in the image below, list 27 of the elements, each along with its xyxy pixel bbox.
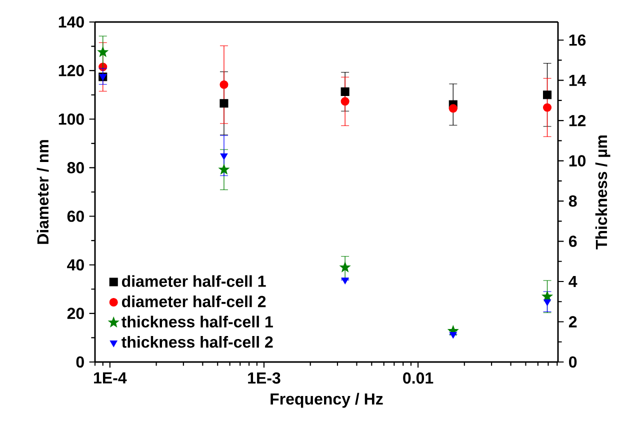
x-tick-label: 1E-3 xyxy=(248,372,280,384)
legend-label: thickness half-cell 2 xyxy=(122,336,273,348)
legend-label: diameter half-cell 1 xyxy=(122,275,266,287)
y-axis-title: Diameter / nm xyxy=(36,140,49,244)
y-tick-label: 80 xyxy=(67,162,84,174)
y-tick-label: 60 xyxy=(67,210,84,222)
y2-tick-label: 6 xyxy=(568,236,577,247)
x-tick-label: 1E-4 xyxy=(94,372,127,384)
y2-tick-label: 10 xyxy=(569,155,586,166)
y-tick-label: 120 xyxy=(58,64,84,76)
y2-tick-label: 14 xyxy=(569,74,586,86)
y-tick-label: 40 xyxy=(67,259,84,270)
y2-tick-label: 0 xyxy=(569,356,577,368)
x-axis-title: Frequency / Hz xyxy=(270,392,383,408)
y2-tick-label: 12 xyxy=(569,114,586,126)
y2-axis-title: Thickness / µm xyxy=(595,135,610,250)
y-tick-label: 0 xyxy=(76,356,84,368)
y-tick-label: 20 xyxy=(67,308,84,320)
y-tick-label: 140 xyxy=(58,16,84,28)
x-tick-label: 0.01 xyxy=(403,372,434,384)
legend-label: diameter half-cell 2 xyxy=(122,295,266,308)
y2-tick-label: 16 xyxy=(569,34,586,46)
legend-label: thickness half-cell 1 xyxy=(122,316,273,328)
y-tick-label: 100 xyxy=(58,113,84,125)
y2-tick-label: 8 xyxy=(568,195,577,207)
y2-tick-label: 2 xyxy=(568,316,577,328)
y2-tick-label: 4 xyxy=(568,276,578,288)
